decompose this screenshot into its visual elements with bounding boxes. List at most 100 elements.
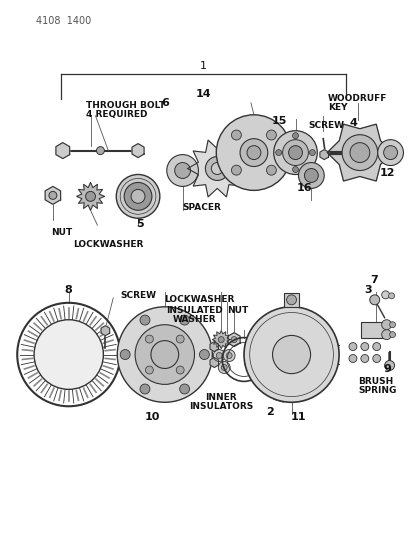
Text: 4 REQUIRED: 4 REQUIRED [86,110,147,119]
Text: 12: 12 [380,168,395,179]
Circle shape [350,143,370,163]
Circle shape [288,146,302,159]
Polygon shape [56,143,70,158]
Polygon shape [228,333,240,346]
Circle shape [309,150,315,156]
Polygon shape [210,342,219,352]
Text: 6: 6 [161,98,169,108]
Circle shape [218,337,224,343]
Circle shape [349,343,357,351]
Polygon shape [77,182,104,211]
Circle shape [283,140,308,166]
Polygon shape [210,358,219,367]
Text: NUT: NUT [227,306,248,315]
Circle shape [293,166,299,173]
Circle shape [145,335,153,343]
Circle shape [145,366,153,374]
Circle shape [293,133,299,139]
Text: 4: 4 [349,118,357,128]
Circle shape [240,139,268,166]
Circle shape [226,352,232,359]
Circle shape [381,330,392,340]
Text: SCREW: SCREW [120,292,156,301]
Text: 5: 5 [136,219,144,229]
Circle shape [361,354,369,362]
Polygon shape [132,144,144,158]
Text: BRUSH: BRUSH [358,377,393,386]
Text: WASHER: WASHER [173,315,216,324]
Polygon shape [45,187,61,204]
Circle shape [34,320,103,389]
Text: 9: 9 [384,365,392,375]
Circle shape [373,354,381,362]
Circle shape [299,163,324,188]
Circle shape [167,155,198,187]
Text: INSULATED: INSULATED [166,306,223,315]
Text: LOCKWASHER: LOCKWASHER [73,240,143,248]
Text: 2: 2 [266,407,274,417]
Circle shape [342,135,378,171]
Text: 10: 10 [144,412,160,422]
Text: INNER: INNER [205,393,237,402]
Circle shape [140,384,150,394]
Text: 15: 15 [272,116,287,126]
Circle shape [86,191,95,201]
Text: KEY: KEY [328,103,348,112]
Circle shape [231,130,242,140]
Circle shape [384,146,397,159]
Circle shape [96,147,104,155]
Circle shape [124,182,152,211]
Text: SCREW: SCREW [308,121,344,130]
Circle shape [116,174,160,218]
Circle shape [205,157,229,181]
Circle shape [231,165,242,175]
Circle shape [216,352,222,359]
Circle shape [117,307,212,402]
Circle shape [385,360,395,370]
Text: INSULATORS: INSULATORS [189,402,253,411]
Bar [282,143,297,163]
Circle shape [231,337,237,343]
Circle shape [140,315,150,325]
Circle shape [131,189,145,203]
Circle shape [211,163,223,174]
Bar [361,322,385,337]
Polygon shape [212,330,230,349]
Text: 16: 16 [297,183,312,193]
Circle shape [135,325,195,384]
Circle shape [213,350,225,361]
Text: NUT: NUT [51,228,72,237]
Polygon shape [101,326,110,336]
Polygon shape [327,124,392,181]
Circle shape [266,165,276,175]
Circle shape [349,354,357,362]
Circle shape [120,350,130,360]
Circle shape [175,163,191,179]
Circle shape [176,366,184,374]
Circle shape [370,295,380,305]
Circle shape [218,361,230,374]
Circle shape [381,291,390,299]
Circle shape [180,384,190,394]
Circle shape [373,343,381,351]
Text: SPACER: SPACER [183,203,222,212]
Text: SPRING: SPRING [358,386,396,395]
Circle shape [274,131,317,174]
Polygon shape [188,140,247,197]
Circle shape [388,293,395,299]
Circle shape [390,332,395,337]
Text: 4108  1400: 4108 1400 [36,17,91,26]
Circle shape [381,320,392,330]
Text: 14: 14 [195,89,211,99]
Circle shape [286,295,297,305]
Circle shape [221,365,227,370]
Circle shape [276,150,282,156]
Text: 3: 3 [364,285,372,295]
Circle shape [361,343,369,351]
Circle shape [378,140,404,166]
Circle shape [180,315,190,325]
Text: LOCKWASHER: LOCKWASHER [164,295,235,304]
Text: 7: 7 [370,275,378,285]
Circle shape [151,341,179,368]
Bar [284,293,299,307]
